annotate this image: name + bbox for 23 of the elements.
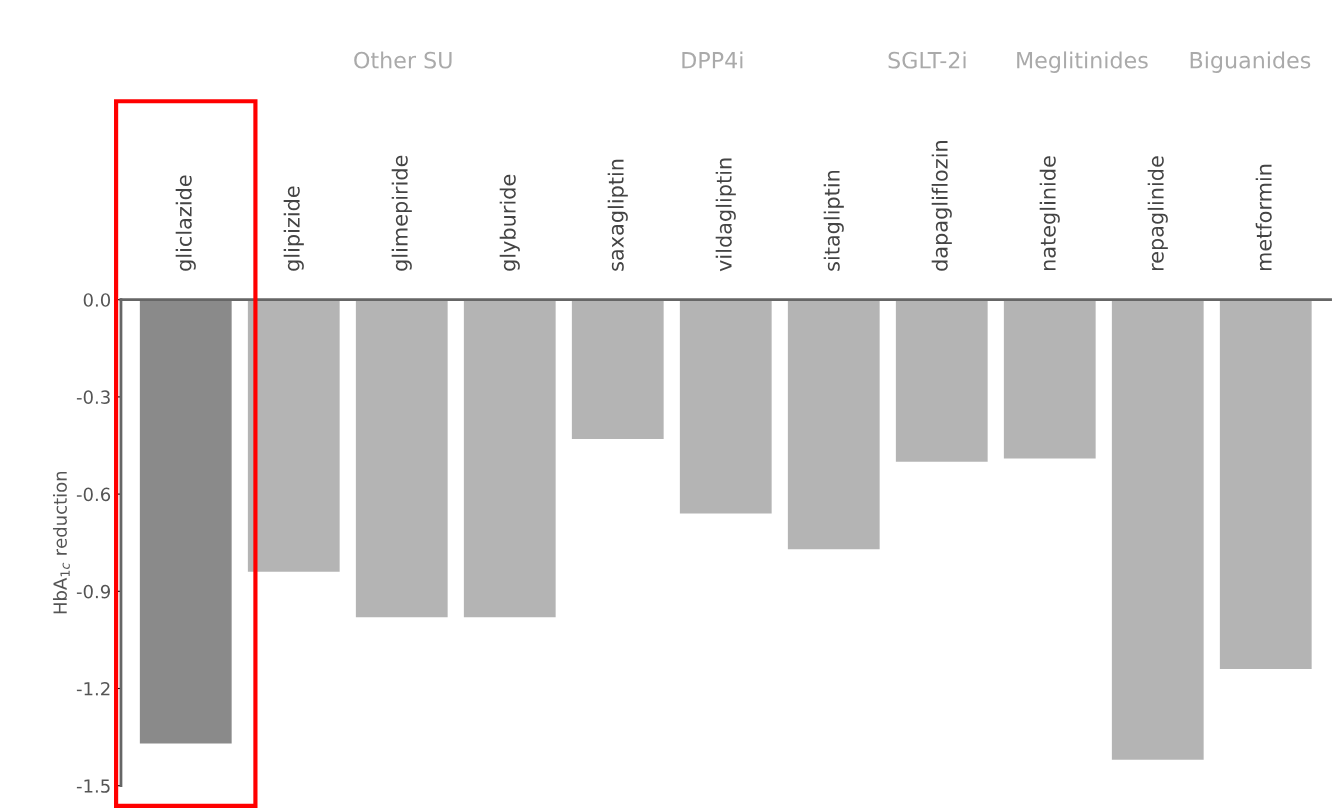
text: Other SU [354, 51, 452, 69]
x-tick-label: glyburide [499, 174, 520, 271]
text: SGLT-2i [888, 51, 966, 69]
x-tick-label: nateglinide [1039, 156, 1060, 271]
y-tick-label: -0.9 [76, 584, 110, 599]
y-tick-label: 0.0 [83, 293, 111, 307]
x-tick-label: saxagliptin [607, 159, 628, 271]
text: Biguanides [1190, 51, 1311, 73]
x-tick-label: glimepiride [391, 155, 412, 271]
text: DPP4i [682, 51, 743, 69]
x-tick-label: sitagliptin [823, 170, 844, 271]
y-tick-label: -1.2 [76, 681, 110, 696]
y-tick-label: -0.3 [76, 390, 110, 405]
x-tick-label: repaglinide [1147, 156, 1168, 271]
y-tick-label: -0.6 [76, 487, 111, 502]
x-tick-label: dapagliflozin [931, 141, 952, 271]
text: Meglitinides [1017, 51, 1148, 73]
x-tick-label: metformin [1255, 164, 1272, 271]
x-tick-label: glipizide [283, 186, 304, 271]
y-axis-title: HbA$_{1c}$ reduction [52, 471, 70, 614]
y-tick-label: -1.5 [76, 779, 110, 793]
x-tick-label: gliclazide [175, 175, 196, 271]
x-tick-label: vildagliptin [715, 158, 736, 272]
